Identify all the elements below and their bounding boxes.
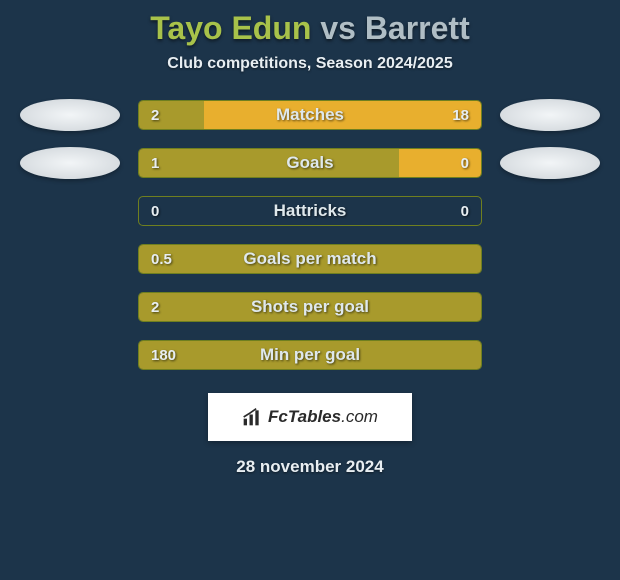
left-badge-slot bbox=[20, 291, 120, 323]
left-value: 0 bbox=[151, 197, 159, 225]
player1-badge bbox=[20, 99, 120, 131]
left-badge-slot bbox=[20, 147, 120, 179]
stat-row: 0 0Hattricks bbox=[0, 195, 620, 227]
right-value: 0 bbox=[461, 197, 469, 225]
stat-bar: 2Shots per goal bbox=[138, 292, 482, 322]
subtitle: Club competitions, Season 2024/2025 bbox=[167, 55, 452, 73]
left-badge-slot bbox=[20, 195, 120, 227]
left-badge-slot bbox=[20, 339, 120, 371]
logo-brand: FcTables bbox=[268, 407, 341, 426]
stat-bar: 10Goals bbox=[138, 148, 482, 178]
right-badge-slot bbox=[500, 195, 600, 227]
right-badge-slot bbox=[500, 243, 600, 275]
date-label: 28 november 2024 bbox=[236, 457, 383, 477]
right-badge-slot bbox=[500, 99, 600, 131]
player2-name: Barrett bbox=[365, 10, 470, 46]
right-badge-slot bbox=[500, 147, 600, 179]
stat-row: 0.5Goals per match bbox=[0, 243, 620, 275]
stat-label: Hattricks bbox=[139, 197, 481, 225]
left-value: 180 bbox=[151, 341, 176, 369]
player1-name: Tayo Edun bbox=[150, 10, 311, 46]
left-badge-slot bbox=[20, 243, 120, 275]
stat-bar: 0 0Hattricks bbox=[138, 196, 482, 226]
logo-text: FcTables.com bbox=[268, 407, 378, 427]
left-badge-slot bbox=[20, 99, 120, 131]
comparison-title: Tayo Edun vs Barrett bbox=[150, 10, 469, 47]
left-value: 2 bbox=[151, 293, 159, 321]
fctables-logo: FcTables.com bbox=[208, 393, 412, 441]
vs-label: vs bbox=[320, 10, 356, 46]
stat-bar: 218Matches bbox=[138, 100, 482, 130]
stat-bar: 180Min per goal bbox=[138, 340, 482, 370]
stat-row: 218Matches bbox=[0, 99, 620, 131]
chart-icon bbox=[242, 407, 262, 427]
bar-segment-left bbox=[139, 341, 481, 369]
player2-badge bbox=[500, 147, 600, 179]
logo-tld: .com bbox=[341, 407, 378, 426]
player2-badge bbox=[500, 99, 600, 131]
stats-container: 218Matches10Goals00Hattricks0.5Goals per… bbox=[0, 99, 620, 371]
stat-row: 2Shots per goal bbox=[0, 291, 620, 323]
stat-row: 180Min per goal bbox=[0, 339, 620, 371]
left-value: 2 bbox=[151, 101, 159, 129]
bar-segment-left bbox=[139, 101, 204, 129]
right-value: 0 bbox=[461, 149, 469, 177]
stat-bar: 0.5Goals per match bbox=[138, 244, 482, 274]
bar-segment-left bbox=[139, 293, 481, 321]
bar-segment-right bbox=[204, 101, 481, 129]
right-value: 18 bbox=[452, 101, 469, 129]
bar-segment-left bbox=[139, 245, 481, 273]
right-badge-slot bbox=[500, 339, 600, 371]
left-value: 1 bbox=[151, 149, 159, 177]
right-badge-slot bbox=[500, 291, 600, 323]
left-value: 0.5 bbox=[151, 245, 172, 273]
bar-segment-left bbox=[139, 149, 399, 177]
player1-badge bbox=[20, 147, 120, 179]
stat-row: 10Goals bbox=[0, 147, 620, 179]
